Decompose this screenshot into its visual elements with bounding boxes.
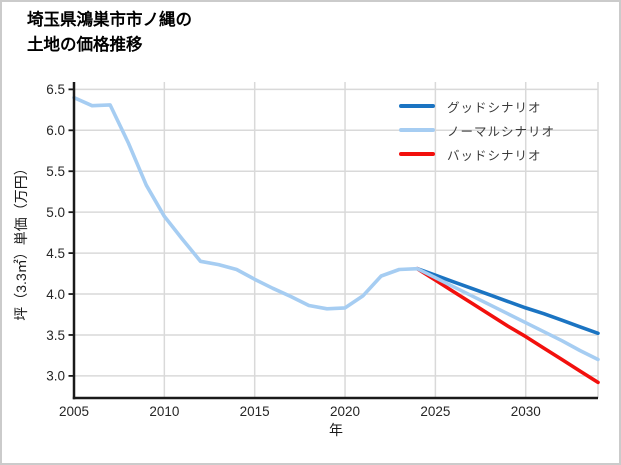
chart-legend: グッドシナリオ ノーマルシナリオ バッドシナリオ [399,99,555,171]
normal-scenario-line-swatch [399,128,435,132]
y-tick-label: 5.0 [46,205,65,220]
page-title: 埼玉県鴻巣市市ノ縄の 土地の価格推移 [27,8,192,57]
y-tick-label: 6.0 [46,123,65,138]
series-line-bad [415,266,600,385]
y-tick-label: 3.5 [46,328,65,343]
legend-label: グッドシナリオ [447,100,542,115]
y-tick-label: 3.0 [46,369,65,384]
x-tick-label: 2010 [149,404,179,419]
bad-scenario-line-swatch [399,152,435,156]
series-line-good [415,266,600,336]
series-line-normal [72,95,600,362]
legend-item-bad-scenario: バッドシナリオ [399,147,555,163]
y-tick-label: 4.0 [46,287,65,302]
y-tick-label: 6.5 [46,82,65,97]
x-tick-label: 2005 [59,404,89,419]
x-tick-label: 2030 [511,404,541,419]
legend-label: バッドシナリオ [447,148,542,163]
x-axis-title: 年 [329,422,343,438]
page-title-line1: 埼玉県鴻巣市市ノ縄の [27,11,192,29]
x-tick-label: 2015 [240,404,270,419]
y-tick-label: 4.5 [46,246,65,261]
good-scenario-line-swatch [399,104,435,108]
legend-item-normal-scenario: ノーマルシナリオ [399,123,556,139]
y-tick-label: 5.5 [46,164,65,179]
x-tick-label: 2025 [420,404,450,419]
page-title-line2: 土地の価格推移 [27,35,143,54]
legend-label: ノーマルシナリオ [447,124,556,139]
y-axis-title: 坪（3.3㎡）単価（万円） [13,161,29,321]
x-tick-label: 2020 [330,404,360,419]
legend-item-good-scenario: グッドシナリオ [399,99,555,115]
